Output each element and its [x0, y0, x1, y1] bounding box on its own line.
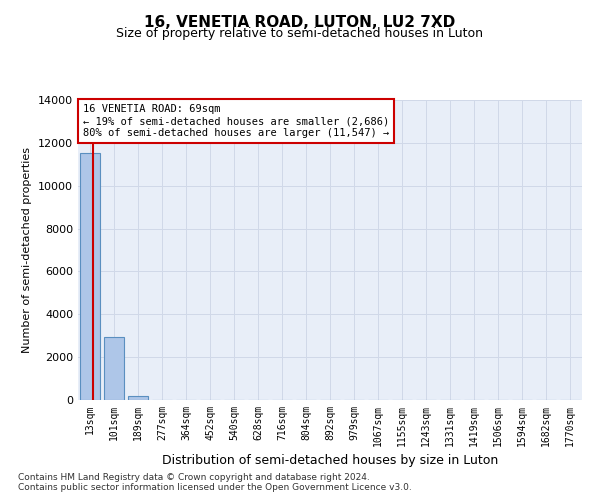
- Bar: [128, 396, 148, 400]
- Text: Size of property relative to semi-detached houses in Luton: Size of property relative to semi-detach…: [116, 28, 484, 40]
- Bar: [104, 337, 124, 400]
- Text: Contains HM Land Registry data © Crown copyright and database right 2024.: Contains HM Land Registry data © Crown c…: [18, 472, 370, 482]
- Text: Contains public sector information licensed under the Open Government Licence v3: Contains public sector information licen…: [18, 484, 412, 492]
- Bar: [80, 152, 100, 400]
- X-axis label: Distribution of semi-detached houses by size in Luton: Distribution of semi-detached houses by …: [162, 454, 498, 468]
- Text: 16, VENETIA ROAD, LUTON, LU2 7XD: 16, VENETIA ROAD, LUTON, LU2 7XD: [145, 15, 455, 30]
- Y-axis label: Number of semi-detached properties: Number of semi-detached properties: [22, 147, 32, 353]
- Text: 16 VENETIA ROAD: 69sqm
← 19% of semi-detached houses are smaller (2,686)
80% of : 16 VENETIA ROAD: 69sqm ← 19% of semi-det…: [83, 104, 389, 138]
